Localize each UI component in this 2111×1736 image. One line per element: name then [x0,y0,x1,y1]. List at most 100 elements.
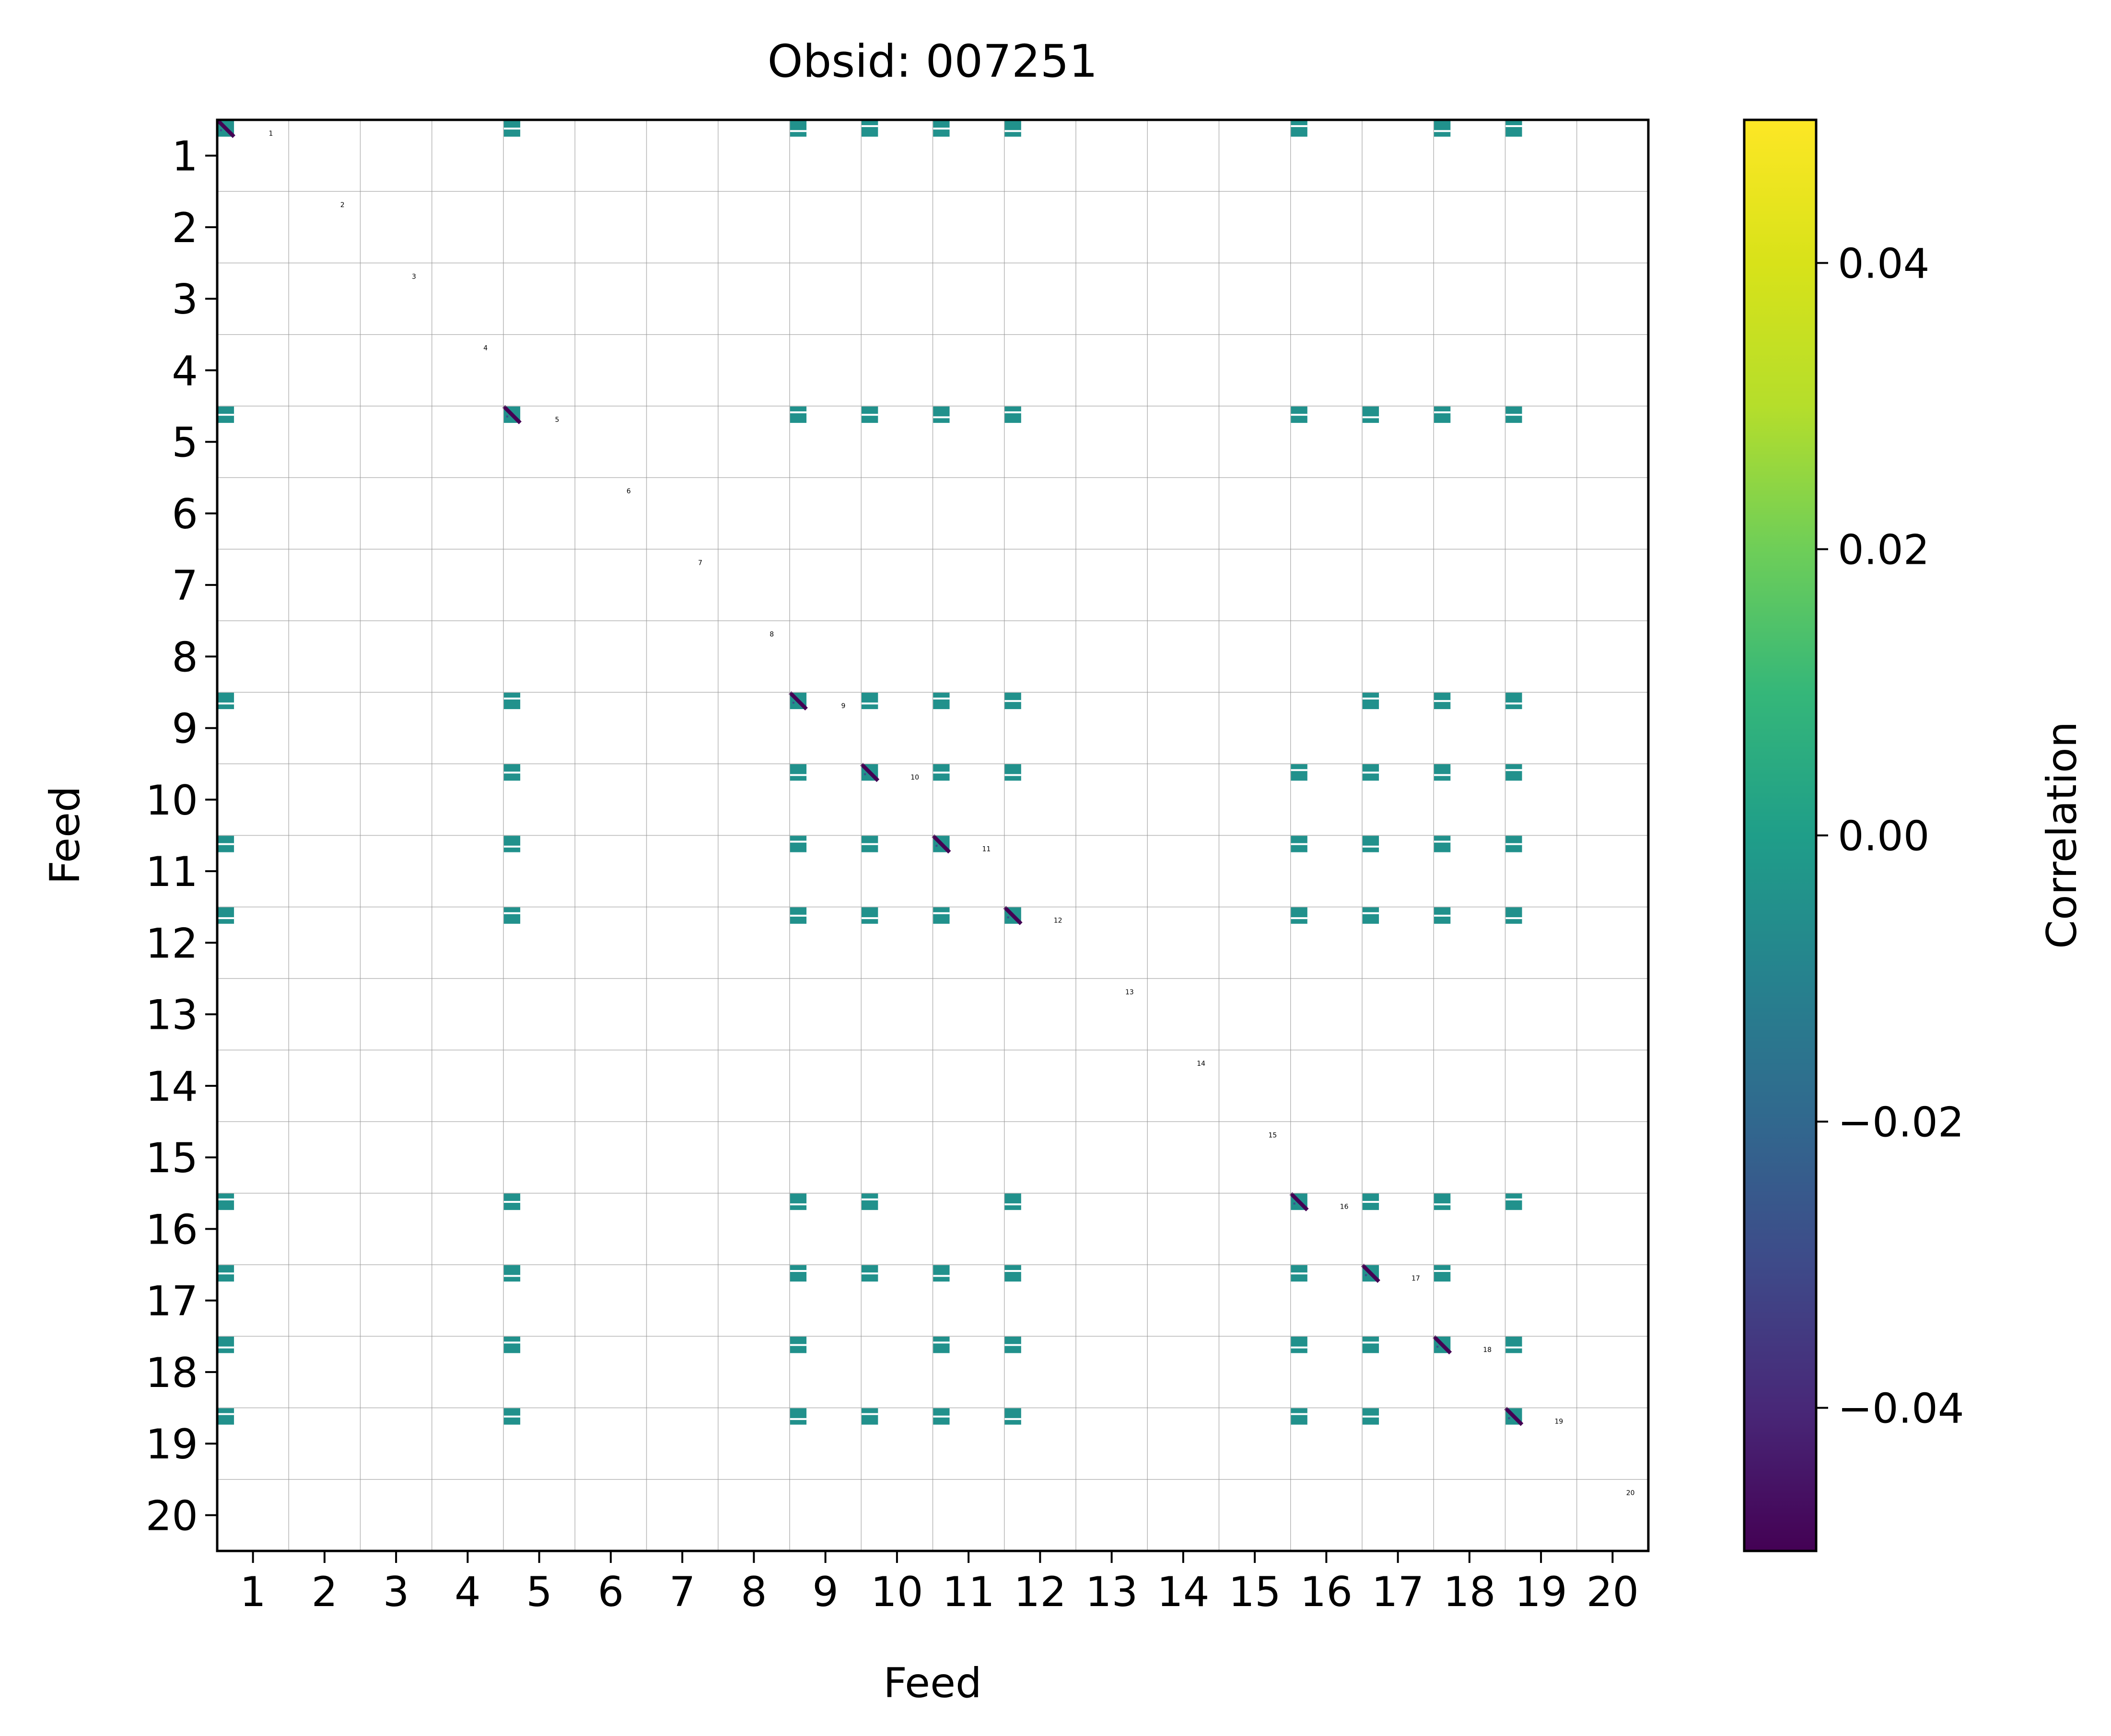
heatmap-cell [933,406,950,423]
y-tick-label: 5 [172,419,198,467]
heatmap-cell-gap [1362,771,1379,774]
x-tick-label: 4 [455,1568,481,1616]
y-tick-label: 20 [146,1492,198,1540]
heatmap-cell-gap [933,1415,950,1418]
diagonal-feed-label: 2 [340,201,345,209]
heatmap-cell-gap [861,1272,878,1275]
diagonal-feed-label: 20 [1626,1490,1635,1497]
heatmap-cell-gap [1434,1203,1451,1206]
x-tick-label: 14 [1157,1568,1209,1616]
diagonal-feed-label: 13 [1125,989,1134,996]
heatmap [217,120,1524,1426]
colorbar [1743,118,1818,1552]
x-tick-label: 20 [1586,1568,1639,1616]
heatmap-cell-gap [933,416,950,419]
x-tick-label: 6 [598,1568,624,1616]
heatmap-cell-gap [1505,125,1522,128]
heatmap-cell-gap [1362,912,1379,914]
heatmap-diagonal-line [788,691,808,711]
heatmap-cell-gap [1291,1413,1307,1415]
heatmap-cell-gap [503,912,521,914]
plot-frame [216,118,1650,1552]
heatmap-cell-gap [790,130,807,132]
heatmap-cell [503,1265,521,1282]
heatmap-diagonal-line [1504,1407,1524,1426]
heatmap-cell-gap [1004,411,1021,414]
heatmap-cell-gap [1505,843,1522,845]
heatmap-cell-gap [933,1341,950,1344]
heatmap-cell-gap [1004,130,1021,132]
diagonal-feed-label: 17 [1411,1275,1420,1282]
x-axis-ticks: 1 2 3 4 5 6 7 8 9 10 11 12 13 14 15 16 17 18 19 20 [240,1551,1639,1616]
heatmap-cell [1004,1193,1021,1210]
chart-title: Obsid: 007251 [768,35,1098,88]
diagonal-feed-label: 11 [982,845,991,853]
heatmap-cell [861,1193,878,1210]
heatmap-cell-gap [790,840,807,843]
heatmap-cell [1004,764,1021,781]
heatmap-cell-gap [1291,769,1307,771]
grid-lines [217,120,1648,1551]
heatmap-cell-gap [1291,125,1307,128]
heatmap-cell-gap [1505,702,1522,705]
x-tick-label: 8 [741,1568,767,1616]
heatmap-cell-gap [790,411,807,414]
heatmap-cell-gap [503,1275,521,1277]
x-tick-label: 2 [312,1568,338,1616]
colorbar-tick-label: 0.02 [1838,526,1929,574]
heatmap-cell-gap [217,917,234,920]
heatmap-cell [933,1265,950,1282]
heatmap-cell-gap [1004,1418,1021,1420]
y-tick-label: 3 [172,276,198,324]
x-tick-label: 17 [1372,1568,1424,1616]
heatmap-cell-gap [1291,843,1307,845]
diagonal-feed-label: 14 [1197,1060,1205,1068]
x-tick-label: 13 [1085,1568,1138,1616]
x-tick-label: 12 [1014,1568,1066,1616]
heatmap-cell [1362,907,1379,924]
heatmap-cell-gap [861,1413,878,1415]
heatmap-cell-gap [503,771,521,774]
y-tick-label: 13 [146,991,198,1039]
x-tick-label: 3 [383,1568,409,1616]
heatmap-cell [933,692,950,710]
y-tick-label: 19 [146,1421,198,1468]
diagonal-feed-label: 10 [910,774,919,781]
heatmap-cell-gap [1004,700,1021,702]
heatmap-cell [861,692,878,710]
y-tick-label: 1 [172,133,198,181]
heatmap-cell-gap [217,1198,234,1200]
heatmap-cell-gap [1291,1272,1307,1275]
heatmap-cell [1291,1336,1307,1353]
heatmap-cell-gap [1291,1346,1307,1349]
heatmap-cell-gap [1434,774,1451,776]
heatmap-diagonal-line [1003,906,1023,925]
diagonal-feed-label: 6 [627,488,631,495]
heatmap-cell [1505,764,1522,781]
heatmap-diagonal-line [217,120,235,138]
x-tick-label: 10 [871,1568,923,1616]
heatmap-cell [503,692,521,710]
heatmap-cell-gap [1362,845,1379,848]
heatmap-cell [1505,692,1522,710]
x-tick-label: 19 [1515,1568,1567,1616]
heatmap-cell-gap [790,914,807,917]
y-tick-label: 2 [172,204,198,252]
heatmap-cell-gap [503,1341,521,1344]
heatmap-cell [217,1408,234,1425]
heatmap-cell [1362,406,1379,423]
heatmap-cell-gap [933,771,950,774]
heatmap-cell [790,1408,807,1425]
heatmap-cell [1505,1336,1522,1353]
heatmap-cell-gap [503,845,521,848]
heatmap-cell [503,1336,521,1353]
heatmap-cell [933,907,950,924]
y-tick-label: 9 [172,705,198,753]
heatmap-cell-gap [933,1275,950,1277]
heatmap-cell [1004,1408,1021,1425]
y-tick-label: 14 [146,1063,198,1111]
heatmap-diagonal-speck [1436,1345,1439,1348]
y-tick-label: 17 [146,1278,198,1326]
heatmap-diagonal-line [860,763,880,782]
